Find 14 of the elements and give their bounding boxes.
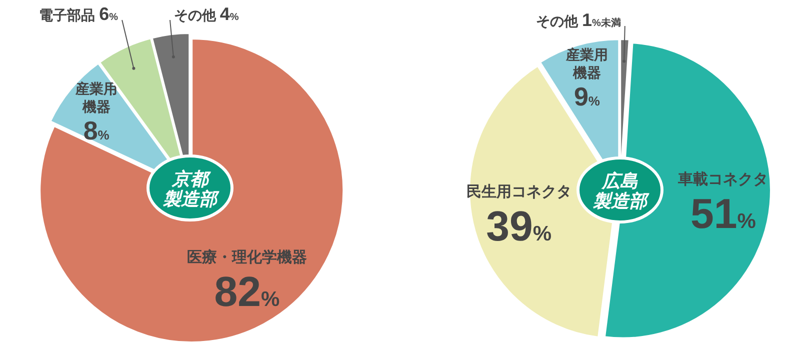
data-label: 4% — [220, 4, 239, 24]
slice-label: 産業用機器 9% — [566, 46, 608, 112]
slice-label: 医療・理化学機器 82% — [187, 248, 307, 315]
slice-label: 電子部品 — [39, 7, 96, 23]
slice-label: その他 4% — [170, 4, 239, 58]
slice-label: その他 — [536, 13, 578, 29]
slice-label: 電子部品 6% — [39, 4, 136, 70]
data-label: 1%未満 — [582, 10, 621, 30]
title: 広島製造部 — [576, 156, 664, 224]
slice-label: 車載コネクタ 51% — [678, 170, 768, 237]
title: 京都製造部 — [146, 154, 234, 222]
slice-label: 民生用コネクタ 39% — [466, 184, 572, 250]
slice-label: その他 — [174, 7, 216, 23]
data-label: 6% — [99, 4, 118, 24]
